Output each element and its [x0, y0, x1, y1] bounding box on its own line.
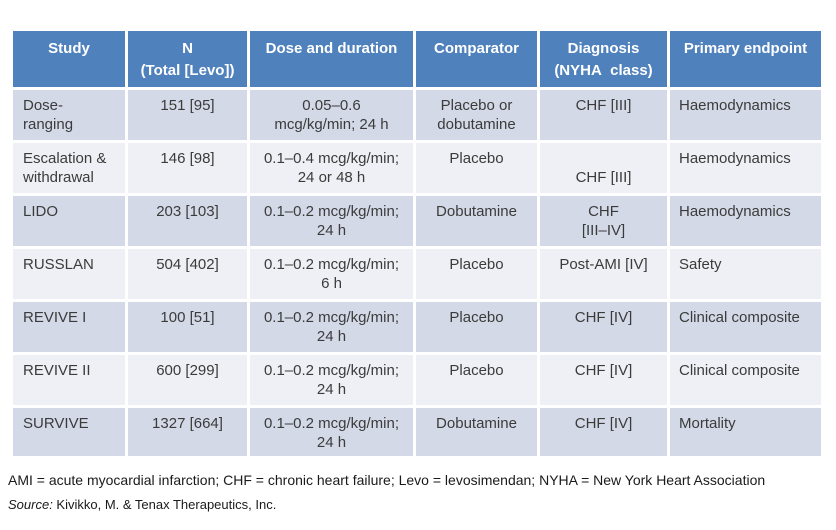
cell-dose: 0.1–0.4 mcg/kg/min; 24 or 48 h	[250, 143, 413, 193]
table-row: Escalation & withdrawal 146 [98] 0.1–0.4 m…	[13, 143, 821, 193]
cell-study: LIDO	[13, 196, 125, 246]
cell-diagnosis: CHF [III]	[540, 143, 667, 193]
source-text: Kivikko, M. & Tenax Therapeutics, Inc.	[52, 497, 277, 513]
cell-study: RUSSLAN	[13, 249, 125, 299]
column-header-primary-endpoint: Primary endpoint	[670, 31, 821, 87]
table-row: REVIVE II 600 [299] 0.1–0.2 mcg/kg/min; 24…	[13, 355, 821, 405]
cell-dose: 0.1–0.2 mcg/kg/min; 24 h	[250, 196, 413, 246]
column-header-dose-duration: Dose and duration	[250, 31, 413, 87]
source-line: Source: Kivikko, M. & Tenax Therapeutics…	[8, 497, 836, 512]
cell-comparator: Dobutamine	[416, 196, 537, 246]
cell-comparator: Placebo	[416, 355, 537, 405]
cell-n: 100 [51]	[128, 302, 247, 352]
cell-endpoint: Haemodynamics	[670, 196, 821, 246]
cell-study: Escalation & withdrawal	[13, 143, 125, 193]
cell-endpoint: Clinical composite	[670, 355, 821, 405]
cell-diagnosis: Post-AMI [IV]	[540, 249, 667, 299]
column-header-diagnosis: Diagnosis (NYHA class)	[540, 31, 667, 87]
cell-diagnosis: CHF [IV]	[540, 408, 667, 457]
column-header-n: N (Total [Levo])	[128, 31, 247, 87]
cell-comparator: Placebo	[416, 249, 537, 299]
column-header-comparator: Comparator	[416, 31, 537, 87]
cell-diagnosis: CHF [IV]	[540, 302, 667, 352]
cell-n: 1327 [664]	[128, 408, 247, 457]
cell-comparator: Placebo	[416, 143, 537, 193]
cell-dose: 0.1–0.2 mcg/kg/min; 24 h	[250, 302, 413, 352]
cell-dose: 0.1–0.2 mcg/kg/min; 24 h	[250, 355, 413, 405]
cell-study: SURVIVE	[13, 408, 125, 457]
cell-study: REVIVE II	[13, 355, 125, 405]
cell-endpoint: Safety	[670, 249, 821, 299]
cell-diagnosis: CHF [IV]	[540, 355, 667, 405]
cell-diagnosis: CHF [III]	[540, 90, 667, 140]
cell-endpoint: Mortality	[670, 408, 821, 457]
table-row: REVIVE I 100 [51] 0.1–0.2 mcg/kg/min; 24 h…	[13, 302, 821, 352]
cell-n: 203 [103]	[128, 196, 247, 246]
column-header-study: Study	[13, 31, 125, 87]
cell-n: 146 [98]	[128, 143, 247, 193]
cell-n: 151 [95]	[128, 90, 247, 140]
clinical-trials-table: Study N (Total [Levo]) Dose and duration…	[10, 28, 824, 459]
table-row: Dose- ranging 151 [95] 0.05–0.6 mcg/kg/min…	[13, 90, 821, 140]
cell-dose: 0.1–0.2 mcg/kg/min; 24 h	[250, 408, 413, 457]
table-body: Dose- ranging 151 [95] 0.05–0.6 mcg/kg/min…	[13, 90, 821, 457]
cell-endpoint: Clinical composite	[670, 302, 821, 352]
cell-comparator: Dobutamine	[416, 408, 537, 457]
cell-diagnosis: CHF [III–IV]	[540, 196, 667, 246]
abbreviations-footnote: AMI = acute myocardial infarction; CHF =…	[8, 472, 766, 489]
cell-comparator: Placebo or dobutamine	[416, 90, 537, 140]
cell-endpoint: Haemodynamics	[670, 90, 821, 140]
cell-endpoint: Haemodynamics	[670, 143, 821, 193]
cell-n: 600 [299]	[128, 355, 247, 405]
cell-dose: 0.05–0.6 mcg/kg/min; 24 h	[250, 90, 413, 140]
source-label: Source:	[8, 497, 53, 513]
cell-study: Dose- ranging	[13, 90, 125, 140]
table-header-row: Study N (Total [Levo]) Dose and duration…	[13, 31, 821, 87]
cell-n: 504 [402]	[128, 249, 247, 299]
table-row: SURVIVE 1327 [664] 0.1–0.2 mcg/kg/min; 24 …	[13, 408, 821, 457]
cell-dose: 0.1–0.2 mcg/kg/min; 6 h	[250, 249, 413, 299]
cell-comparator: Placebo	[416, 302, 537, 352]
cell-study: REVIVE I	[13, 302, 125, 352]
table-row: LIDO 203 [103] 0.1–0.2 mcg/kg/min; 24 h Dob…	[13, 196, 821, 246]
